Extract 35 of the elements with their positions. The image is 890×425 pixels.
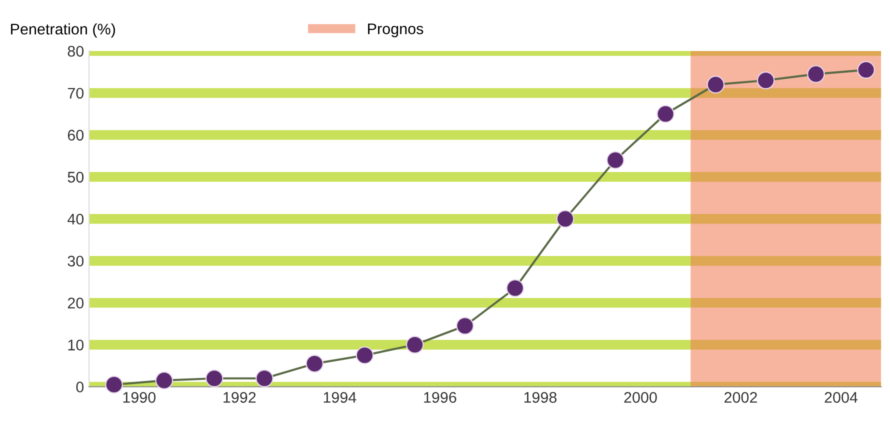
y-tick-label: 50 [68, 172, 84, 183]
y-tick-label: 20 [68, 298, 84, 308]
point [105, 376, 123, 394]
y-tick-label: 80 [68, 46, 84, 57]
y-axis-title: Penetration (%) [11, 23, 115, 38]
point [606, 151, 624, 170]
x-tick-label: 1990 [123, 392, 156, 403]
x-tick-label: 2002 [724, 392, 757, 403]
point [807, 65, 825, 83]
point [857, 61, 875, 79]
x-tick-label: 1998 [524, 392, 557, 403]
point [155, 372, 174, 390]
y-tick-label: 0 [76, 382, 84, 392]
point [756, 71, 775, 90]
point [306, 354, 324, 373]
x-tick-label: 2000 [624, 392, 657, 403]
y-tick-label: 60 [68, 130, 84, 141]
point [406, 336, 424, 354]
point [456, 317, 474, 335]
legend-label: Prognos [368, 24, 424, 38]
point [656, 105, 674, 123]
y-tick-label: 10 [68, 340, 84, 350]
x-tick-label: 1994 [324, 392, 356, 403]
point [256, 369, 274, 388]
y-tick-label: 40 [68, 214, 84, 225]
x-tick-label: 1992 [224, 392, 256, 403]
y-tick-label: 70 [68, 88, 84, 99]
point [706, 76, 725, 94]
point [205, 369, 224, 388]
point [506, 279, 524, 298]
x-tick-label: 2004 [824, 392, 858, 403]
y-tick-label: 30 [68, 256, 84, 267]
point [556, 210, 574, 228]
x-tick-label: 1996 [424, 392, 456, 403]
point [356, 346, 374, 364]
